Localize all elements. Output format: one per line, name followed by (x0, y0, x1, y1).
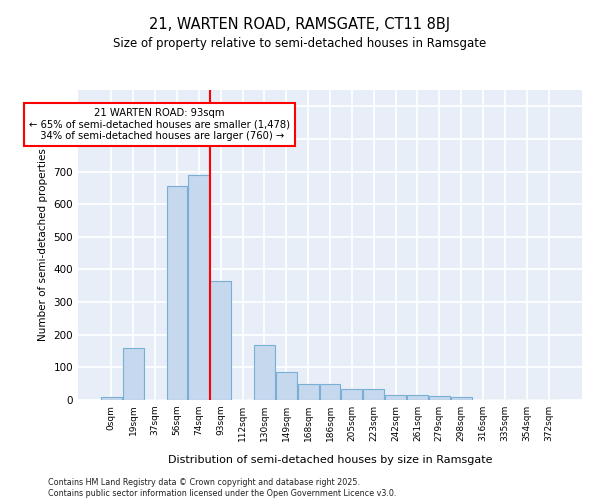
Bar (298, 384, 319, 400)
Bar (341, 388, 362, 400)
Text: Size of property relative to semi-detached houses in Ramsgate: Size of property relative to semi-detach… (113, 38, 487, 51)
Bar (210, 281, 231, 400)
Y-axis label: Number of semi-detached properties: Number of semi-detached properties (38, 148, 48, 342)
Text: Contains HM Land Registry data © Crown copyright and database right 2025.
Contai: Contains HM Land Registry data © Crown c… (48, 478, 397, 498)
Bar (385, 395, 406, 400)
Bar (167, 186, 187, 400)
Bar (276, 372, 296, 400)
Text: 21 WARTEN ROAD: 93sqm
← 65% of semi-detached houses are smaller (1,478)
  34% of: 21 WARTEN ROAD: 93sqm ← 65% of semi-deta… (29, 108, 290, 141)
Bar (429, 396, 450, 400)
Bar (451, 396, 472, 400)
Bar (364, 389, 384, 400)
Text: 21, WARTEN ROAD, RAMSGATE, CT11 8BJ: 21, WARTEN ROAD, RAMSGATE, CT11 8BJ (149, 18, 451, 32)
Bar (254, 344, 275, 400)
Bar (123, 348, 143, 400)
X-axis label: Distribution of semi-detached houses by size in Ramsgate: Distribution of semi-detached houses by … (168, 455, 492, 465)
Bar (188, 175, 209, 400)
Bar (320, 384, 340, 400)
Bar (407, 396, 428, 400)
Bar (101, 398, 122, 400)
